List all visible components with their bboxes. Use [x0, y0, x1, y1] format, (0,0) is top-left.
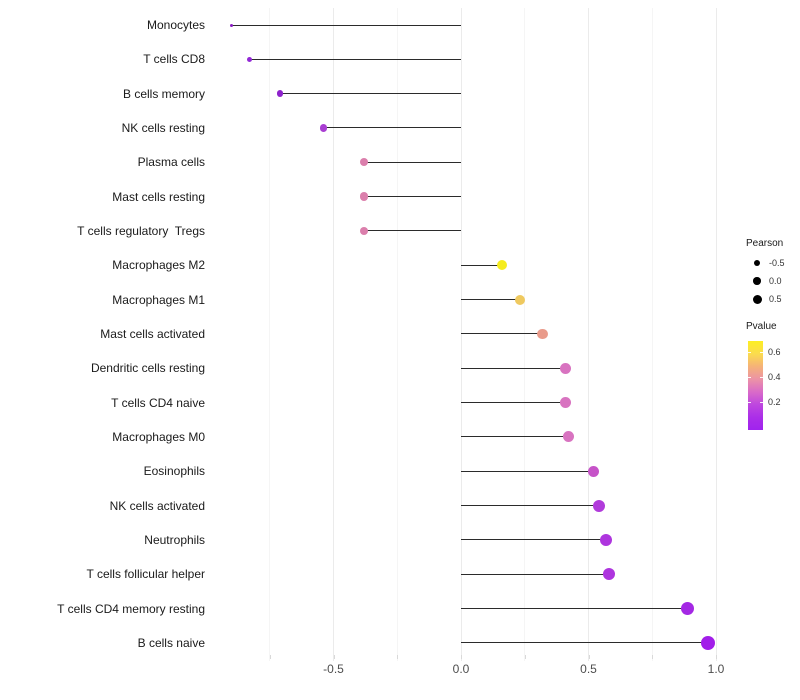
lollipop-stem: [364, 196, 461, 198]
x-axis-minor-tick: [524, 655, 526, 659]
lollipop-stem: [461, 436, 569, 438]
pvalue-tick-label: 0.6: [768, 347, 781, 357]
pvalue-gradient-bar: [748, 341, 763, 430]
row-label: Macrophages M2: [112, 258, 205, 273]
lollipop-stem: [461, 264, 502, 266]
pvalue-tick-mark-right: [760, 352, 763, 353]
row-label: Macrophages M0: [112, 429, 205, 444]
lollipop-dot: [602, 568, 615, 581]
row-label: Monocytes: [146, 18, 205, 32]
lollipop-dot: [562, 431, 574, 443]
pvalue-tick-mark-left: [748, 377, 751, 378]
lollipop-dot: [246, 56, 252, 62]
row-label: NK cells resting: [121, 120, 205, 135]
lollipop-stem: [364, 161, 461, 163]
pvalue-tick-label: 0.2: [768, 397, 781, 407]
x-axis-tick: [333, 655, 335, 659]
row-label: NK cells activated: [109, 498, 205, 513]
lollipop-stem: [461, 470, 594, 472]
row-label: T cells CD8: [143, 52, 205, 67]
lollipop-dot: [560, 397, 572, 409]
row-label: T cells regulatory Tregs: [77, 223, 205, 238]
lollipop-dot: [600, 533, 613, 546]
lollipop-dot: [592, 499, 605, 512]
x-axis-tick: [588, 655, 590, 659]
x-axis-tick-label: 0.5: [580, 662, 597, 676]
row-label: Mast cells resting: [112, 189, 205, 204]
row-label: Eosinophils: [143, 464, 205, 479]
lollipop-stem: [461, 608, 688, 610]
lollipop-dot: [701, 635, 716, 650]
lollipop-dot: [681, 602, 695, 616]
legend-pvalue-title: Pvalue: [746, 321, 777, 332]
lollipop-stem: [461, 333, 543, 335]
row-label: B cells naive: [137, 635, 205, 650]
row-label: B cells memory: [122, 86, 205, 101]
legend-size-label: -0.5: [769, 258, 785, 268]
legend-size-dot: [752, 294, 762, 304]
lollipop-dot: [560, 362, 572, 374]
pvalue-tick-mark-right: [760, 377, 763, 378]
pvalue-tick-mark-right: [760, 402, 763, 403]
gridline-major: [715, 8, 717, 661]
lollipop-stem: [231, 24, 461, 26]
x-axis-minor-tick: [652, 655, 654, 659]
x-axis-minor-tick: [269, 655, 271, 659]
row-label: T cells CD4 memory resting: [57, 601, 205, 616]
legend-size-dot: [753, 277, 761, 285]
lollipop-stem: [461, 367, 566, 369]
pvalue-tick-label: 0.4: [768, 372, 781, 382]
lollipop-dot: [230, 23, 233, 27]
pvalue-tick-mark-left: [748, 402, 751, 403]
lollipop-stem: [461, 539, 607, 541]
legend-size-dot: [754, 260, 760, 266]
x-axis-tick-label: -0.5: [323, 662, 344, 676]
lollipop-dot: [496, 260, 507, 271]
row-label: Plasma cells: [137, 155, 205, 170]
lollipop-stem: [249, 58, 461, 60]
lollipop-stem: [461, 573, 609, 575]
legend-size-label: 0.0: [769, 276, 782, 286]
row-label: Macrophages M1: [112, 292, 205, 307]
gridline-major: [333, 8, 334, 661]
lollipop-dot: [276, 90, 284, 97]
pvalue-tick-mark-left: [748, 352, 751, 353]
gridline-minor: [524, 8, 526, 661]
lollipop-dot: [359, 226, 369, 236]
legend-pearson-title: Pearson: [746, 238, 784, 249]
x-axis-tick: [461, 655, 462, 659]
lollipop-dot: [587, 465, 600, 478]
lollipop-dot: [537, 328, 548, 340]
lollipop-dot: [359, 192, 369, 201]
gridline-minor: [269, 8, 271, 661]
lollipop-stem: [461, 299, 520, 301]
row-label: Dendritic cells resting: [90, 361, 205, 376]
gridline-minor: [651, 8, 653, 661]
gridline-major: [460, 8, 462, 661]
row-label: T cells follicular helper: [86, 567, 206, 582]
row-label: Neutrophils: [144, 532, 205, 547]
lollipop-dot: [360, 158, 369, 167]
lollipop-stem: [461, 642, 709, 644]
x-axis-minor-tick: [397, 655, 399, 659]
row-label: T cells CD4 naive: [111, 395, 205, 410]
x-axis-tick: [716, 655, 717, 659]
lollipop-stem: [461, 505, 599, 507]
gridline-minor: [396, 8, 398, 661]
lollipop-dot: [319, 124, 328, 132]
lollipop-stem: [461, 402, 566, 404]
legend-size-label: 0.5: [769, 294, 782, 304]
lollipop-stem: [323, 127, 461, 129]
x-axis-tick-label: 1.0: [707, 662, 725, 676]
lollipop-stem: [279, 93, 461, 95]
gridline-major: [588, 8, 589, 661]
lollipop-stem: [364, 230, 461, 232]
x-axis-tick-label: 0.0: [452, 662, 470, 676]
lollipop-dot: [514, 294, 525, 305]
row-label: Mast cells activated: [100, 326, 205, 341]
